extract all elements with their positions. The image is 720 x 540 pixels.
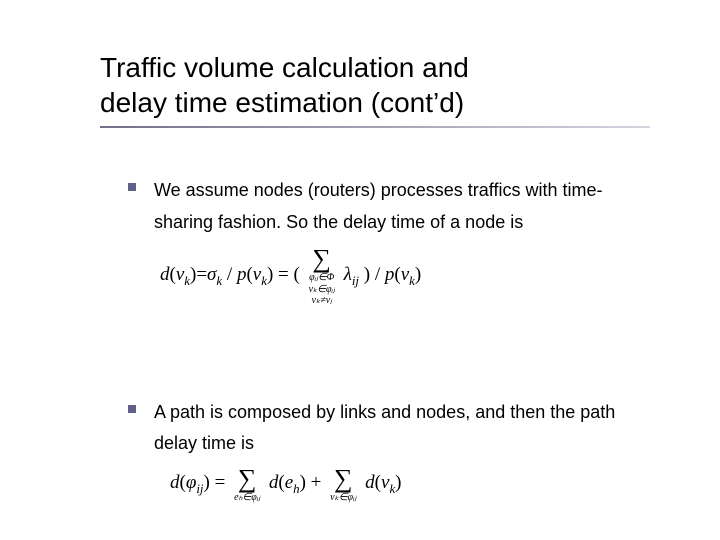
func-p: p bbox=[385, 264, 395, 285]
func-d: d bbox=[365, 472, 375, 493]
formula-node-delay: d(vk)=σk / p(vk) = ( ∑ φᵢⱼ∈Φ vₖ∈φᵢⱼ vₖ≠v… bbox=[160, 246, 660, 307]
sum-block: ∑ φᵢⱼ∈Φ vₖ∈φᵢⱼ vₖ≠vⱼ bbox=[309, 246, 335, 307]
sigma-icon: ∑ bbox=[330, 466, 356, 492]
sum2-term: d(vk) bbox=[365, 472, 401, 493]
sub-ij: ij bbox=[196, 481, 203, 496]
func-d: d bbox=[160, 264, 170, 285]
slide-title: Traffic volume calculation and delay tim… bbox=[100, 50, 650, 120]
sum-cond-1: φᵢⱼ∈Φ bbox=[309, 272, 335, 284]
sub-k: k bbox=[216, 273, 222, 288]
content-area: We assume nodes (routers) processes traf… bbox=[100, 175, 660, 503]
sum-block: ∑ eₕ∈φᵢⱼ bbox=[234, 466, 260, 504]
sum1-cond: eₕ∈φᵢⱼ bbox=[234, 492, 260, 504]
sub-ij: ij bbox=[352, 273, 359, 288]
title-block: Traffic volume calculation and delay tim… bbox=[100, 50, 650, 128]
formula-path-delay: d(φij) = ∑ eₕ∈φᵢⱼ d(eh) + ∑ vₖ∈φᵢⱼ d(vk) bbox=[170, 466, 660, 504]
bullet-text: We assume nodes (routers) processes traf… bbox=[154, 175, 660, 238]
sum-cond-2: vₖ∈φᵢⱼ bbox=[309, 284, 335, 296]
formula-lhs: d(φij) = bbox=[170, 472, 230, 493]
bullet-text: A path is composed by links and nodes, a… bbox=[154, 397, 660, 460]
sum-block: ∑ vₖ∈φᵢⱼ bbox=[330, 466, 356, 504]
var-e: e bbox=[285, 472, 293, 493]
title-line-1: Traffic volume calculation and bbox=[100, 52, 469, 83]
formula-rhs: λij ) / p(vk) bbox=[344, 264, 422, 285]
sum-cond-3: vₖ≠vⱼ bbox=[309, 295, 335, 307]
var-lambda: λ bbox=[344, 264, 352, 285]
title-underline bbox=[100, 126, 650, 128]
title-line-2: delay time estimation (cont’d) bbox=[100, 87, 464, 118]
slide: Traffic volume calculation and delay tim… bbox=[0, 0, 720, 540]
sigma-icon: ∑ bbox=[309, 246, 335, 272]
square-bullet-icon bbox=[128, 405, 136, 413]
sum1-term: d(eh) + bbox=[269, 472, 326, 493]
var-v: v bbox=[401, 264, 409, 285]
func-d: d bbox=[170, 472, 180, 493]
bullet-item: We assume nodes (routers) processes traf… bbox=[100, 175, 660, 238]
sigma-icon: ∑ bbox=[234, 466, 260, 492]
var-v: v bbox=[176, 264, 184, 285]
bullet-item: A path is composed by links and nodes, a… bbox=[100, 397, 660, 460]
formula-lhs: d(vk)=σk / p(vk) = ( bbox=[160, 264, 305, 285]
var-v: v bbox=[253, 264, 261, 285]
plus-sign: + bbox=[311, 472, 322, 493]
func-p: p bbox=[237, 264, 247, 285]
sum2-cond: vₖ∈φᵢⱼ bbox=[330, 492, 356, 504]
func-d: d bbox=[269, 472, 279, 493]
var-phi: φ bbox=[186, 472, 197, 493]
square-bullet-icon bbox=[128, 183, 136, 191]
